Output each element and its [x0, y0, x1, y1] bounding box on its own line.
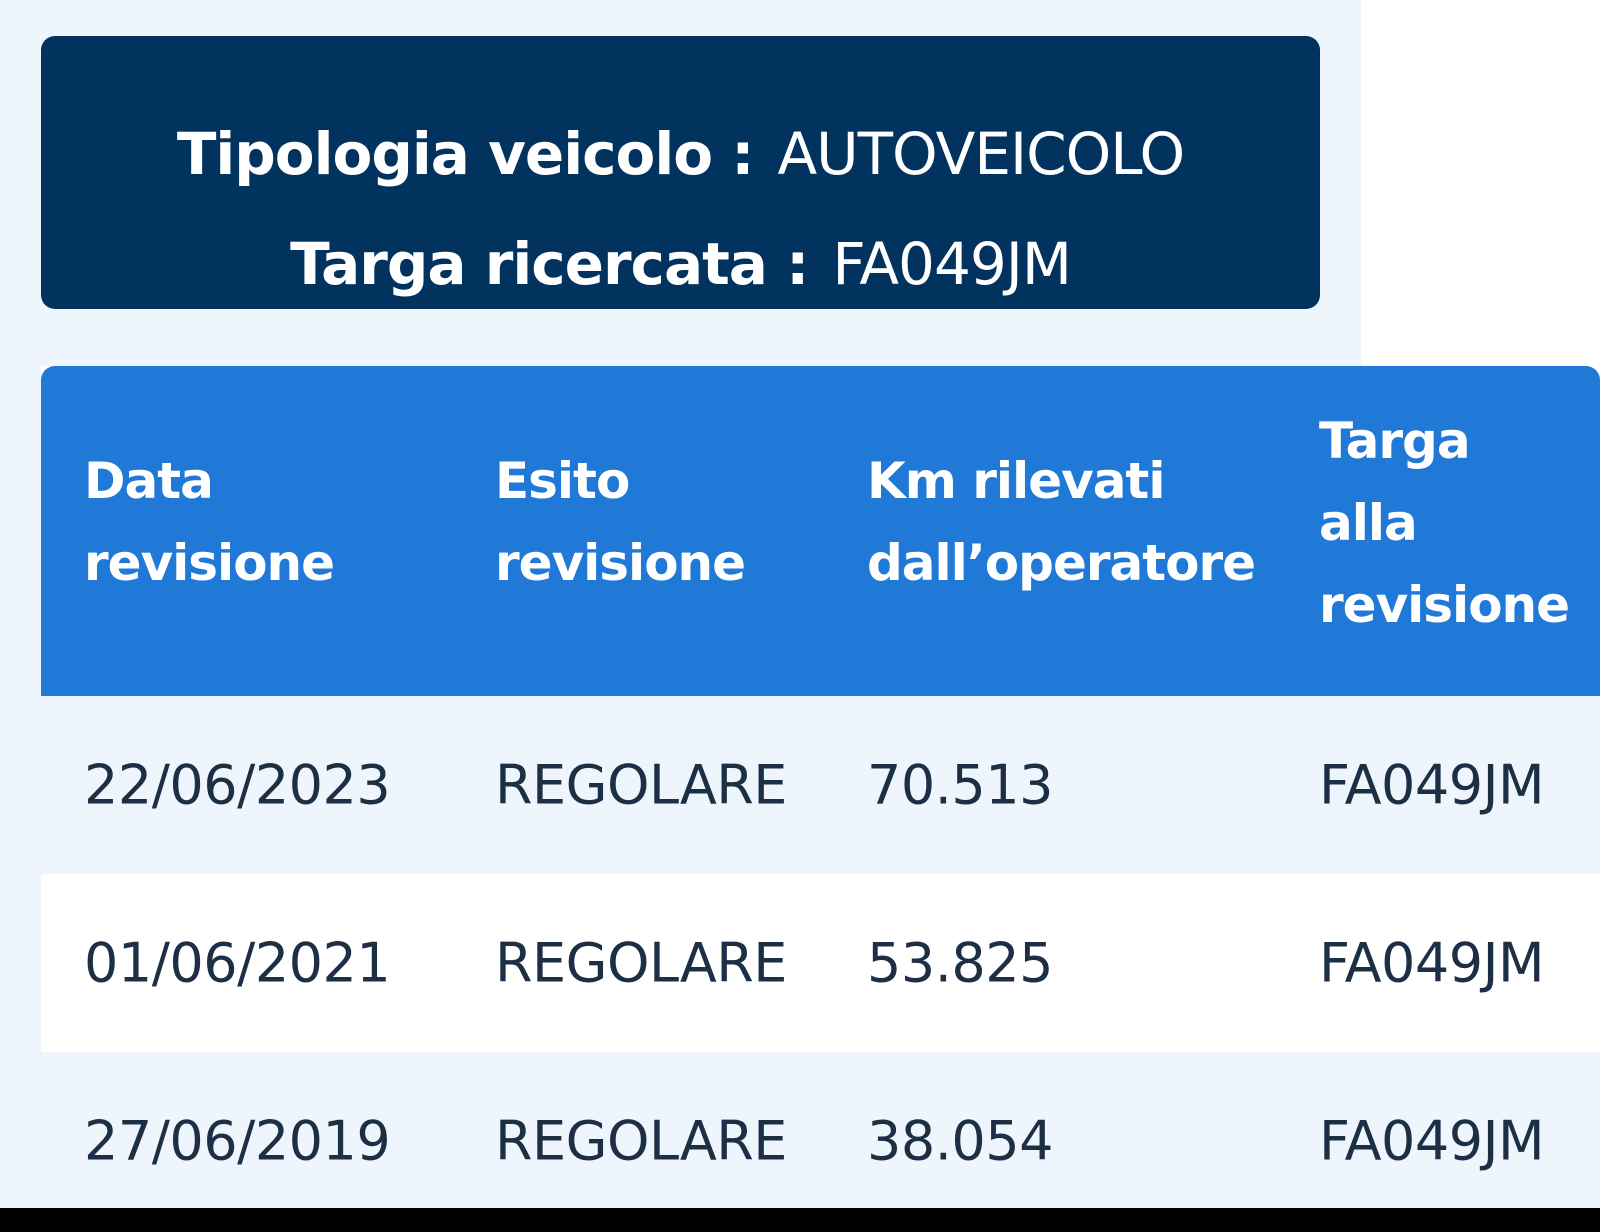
header-text: Km rilevati	[867, 452, 1165, 510]
table-row: 01/06/2021 REGOLARE 53.825 FA049JM	[41, 874, 1600, 1052]
header-outcome: Esito revisione	[495, 440, 746, 604]
cell-plate: FA049JM	[1319, 931, 1545, 995]
header-text: revisione	[1319, 576, 1570, 634]
cell-plate: FA049JM	[1319, 753, 1545, 817]
header-text: Data	[84, 452, 214, 510]
searched-plate-value: FA049JM	[832, 230, 1072, 298]
cell-km: 70.513	[867, 753, 1053, 817]
header-text: Esito	[495, 452, 630, 510]
cell-outcome: REGOLARE	[495, 1109, 787, 1173]
header-plate: Targa alla revisione	[1319, 400, 1570, 646]
vehicle-type-line: Tipologia veicolo : AUTOVEICOLO	[41, 119, 1320, 189]
searched-plate-label: Targa ricercata :	[290, 230, 809, 298]
table-row: 27/06/2019 REGOLARE 38.054 FA049JM	[41, 1052, 1600, 1230]
cell-outcome: REGOLARE	[495, 753, 787, 817]
system-navigation-bar	[0, 1208, 1600, 1232]
cell-date: 01/06/2021	[84, 931, 391, 995]
header-text: dall’operatore	[867, 534, 1256, 592]
cell-km: 38.054	[867, 1109, 1053, 1173]
header-text: alla	[1319, 494, 1418, 552]
cell-date: 27/06/2019	[84, 1109, 391, 1173]
header-text: Targa	[1319, 412, 1471, 470]
vehicle-type-label: Tipologia veicolo :	[176, 120, 755, 188]
header-text: revisione	[84, 534, 335, 592]
cell-date: 22/06/2023	[84, 753, 391, 817]
vehicle-type-value: AUTOVEICOLO	[777, 120, 1185, 188]
cell-outcome: REGOLARE	[495, 931, 787, 995]
table-row: 22/06/2023 REGOLARE 70.513 FA049JM	[41, 696, 1600, 874]
header-km: Km rilevati dall’operatore	[867, 440, 1256, 604]
header-date: Data revisione	[84, 440, 335, 604]
header-text: revisione	[495, 534, 746, 592]
cell-plate: FA049JM	[1319, 1109, 1545, 1173]
revision-table: Data revisione Esito revisione Km rileva…	[41, 366, 1600, 1230]
cell-km: 53.825	[867, 931, 1053, 995]
searched-plate-line: Targa ricercata : FA049JM	[41, 229, 1320, 299]
vehicle-info-box: Tipologia veicolo : AUTOVEICOLO Targa ric…	[41, 36, 1320, 309]
table-header: Data revisione Esito revisione Km rileva…	[41, 366, 1600, 696]
background-strip	[0, 366, 41, 1208]
